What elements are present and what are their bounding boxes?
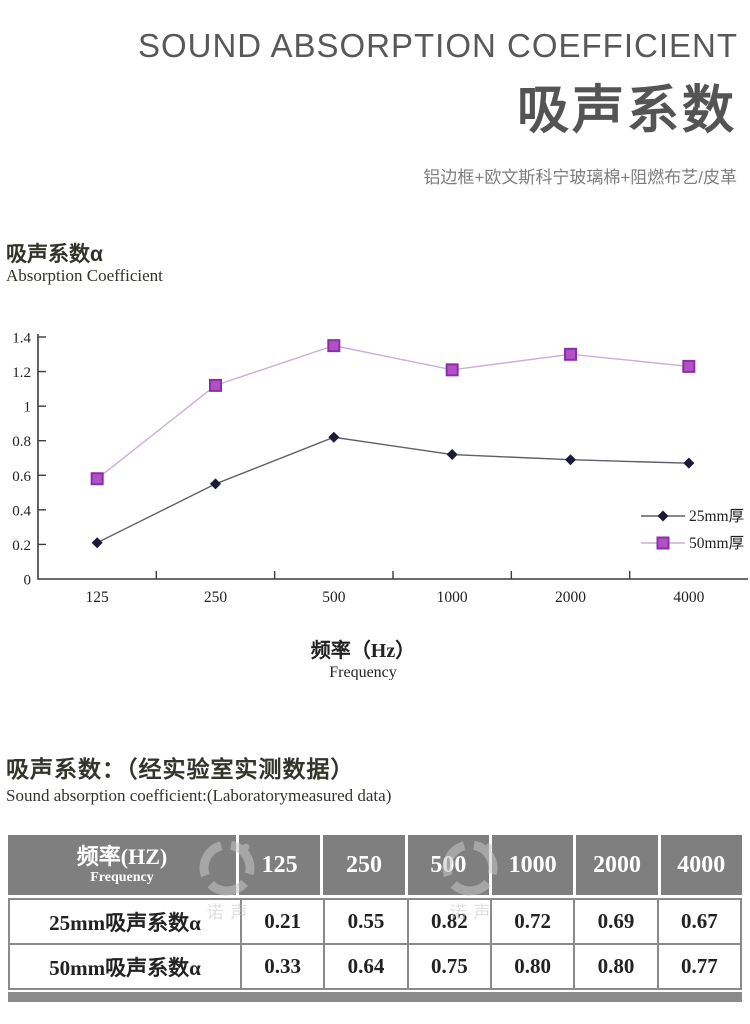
y-axis-tick-label: 0.6 — [12, 469, 31, 485]
y-axis-tick-label: 0.4 — [12, 503, 31, 519]
series-25mm-diamond-marker — [328, 431, 340, 443]
series-25mm-diamond-marker — [446, 449, 458, 461]
series-25mm-diamond-marker — [91, 537, 103, 549]
x-axis-tick-label: 500 — [322, 589, 346, 606]
table-value-cell: 0.67 — [656, 898, 743, 945]
series-50mm-square-marker — [209, 378, 222, 392]
row-label: 25mm吸声系数α — [8, 898, 242, 945]
table-value-cell: 0.75 — [406, 943, 492, 990]
series-25mm-diamond-marker — [210, 478, 221, 490]
y-axis-tick-label: 0.2 — [12, 538, 31, 554]
chart-xlabel-chinese: 频率（Hz） — [311, 638, 415, 662]
table-value-cell: 0.55 — [323, 898, 409, 945]
table-header-cell: 2000 — [576, 835, 661, 895]
table-value-cell: 0.80 — [489, 943, 576, 990]
table-value-cell: 0.21 — [239, 898, 326, 945]
table-value-cell: 0.33 — [239, 943, 326, 990]
table-value-cell: 0.64 — [323, 943, 409, 990]
table-value-cell: 0.77 — [656, 943, 743, 990]
chart-ylabel-chinese: 吸声系数α — [6, 243, 103, 266]
legend-label: 25mm厚 — [689, 508, 744, 525]
series-50mm-square-marker — [682, 359, 696, 373]
table-body: 25mm吸声系数α 0.21 0.55 0.82 0.72 0.69 0.67 50mm吸声系… — [8, 898, 743, 990]
y-axis-tick-label: 1.2 — [12, 365, 31, 381]
table-header-cell: 500 — [408, 835, 492, 895]
table-header-row: 频率(HZ) Frequency 125 250 500 1000 2000 4000 — [8, 835, 742, 895]
page-title-english: SOUND ABSORPTION COEFFICIENT — [137, 27, 738, 64]
legend-square-marker — [656, 536, 670, 550]
table-row: 25mm吸声系数α 0.21 0.55 0.82 0.72 0.69 0.67 — [8, 898, 743, 945]
chart-xlabel-english: Frequency — [329, 664, 397, 680]
x-axis-tick-label: 1000 — [437, 589, 468, 606]
table-header-frequency: 频率(HZ) Frequency — [8, 835, 239, 895]
data-table: 频率(HZ) Frequency 125 250 500 1000 2000 4000 25m… — [8, 835, 743, 1002]
y-axis-tick-label: 0 — [24, 573, 32, 589]
table-value-cell: 0.72 — [489, 898, 576, 945]
y-axis-tick-label: 1.4 — [12, 331, 31, 347]
y-axis-tick-label: 0.8 — [12, 434, 31, 450]
table-header-cell: 250 — [323, 835, 408, 895]
series-25mm-diamond-marker — [683, 457, 695, 469]
series-line-50mm — [96, 344, 689, 480]
row-label: 50mm吸声系数α — [8, 943, 242, 990]
legend-diamond-marker — [657, 510, 669, 522]
material-subtitle: 铝边框+欧文斯科宁玻璃棉+阻燃布艺/皮革 — [423, 168, 737, 187]
series-50mm-square-marker — [445, 363, 459, 377]
table-header-cell: 1000 — [492, 835, 577, 895]
table-section-heading-english: Sound absorption coefficient:(Laboratory… — [6, 786, 392, 805]
x-axis-tick-label: 4000 — [673, 589, 704, 606]
table-value-cell: 0.69 — [573, 898, 659, 945]
table-header-cell: 4000 — [677, 851, 726, 878]
table-section-heading-chinese: 吸声系数：（经实验室实测数据） — [6, 756, 355, 782]
y-axis-tick-label: 1 — [24, 400, 32, 416]
page-title-chinese: 吸声系数 — [516, 82, 737, 140]
chart-ylabel-english: Absorption Coefficient — [6, 266, 163, 285]
legend-label: 50mm厚 — [689, 535, 744, 552]
absorption-coefficient-line-chart: 0 0.2 0.4 0.6 0.8 1 1.2 1.4 125 250 500 1000 2000 400… — [12, 331, 748, 680]
series-50mm-square-marker — [90, 472, 104, 486]
chart-axes — [37, 334, 748, 580]
x-axis-tick-label: 2000 — [555, 589, 586, 606]
table-row: 50mm吸声系数α 0.33 0.64 0.75 0.80 0.80 0.77 — [8, 943, 743, 990]
x-axis-tick-label: 250 — [204, 589, 228, 606]
table-footer-bar — [8, 992, 742, 1002]
table-value-cell: 0.82 — [406, 898, 492, 945]
series-50mm-square-marker — [327, 339, 341, 353]
series-line-25mm — [96, 436, 689, 544]
table-header-cell: 125 — [239, 835, 324, 895]
table-value-cell: 0.80 — [573, 943, 659, 990]
series-25mm-diamond-marker — [565, 454, 576, 466]
x-axis-tick-label: 125 — [86, 589, 110, 606]
series-50mm-square-marker — [564, 347, 577, 361]
